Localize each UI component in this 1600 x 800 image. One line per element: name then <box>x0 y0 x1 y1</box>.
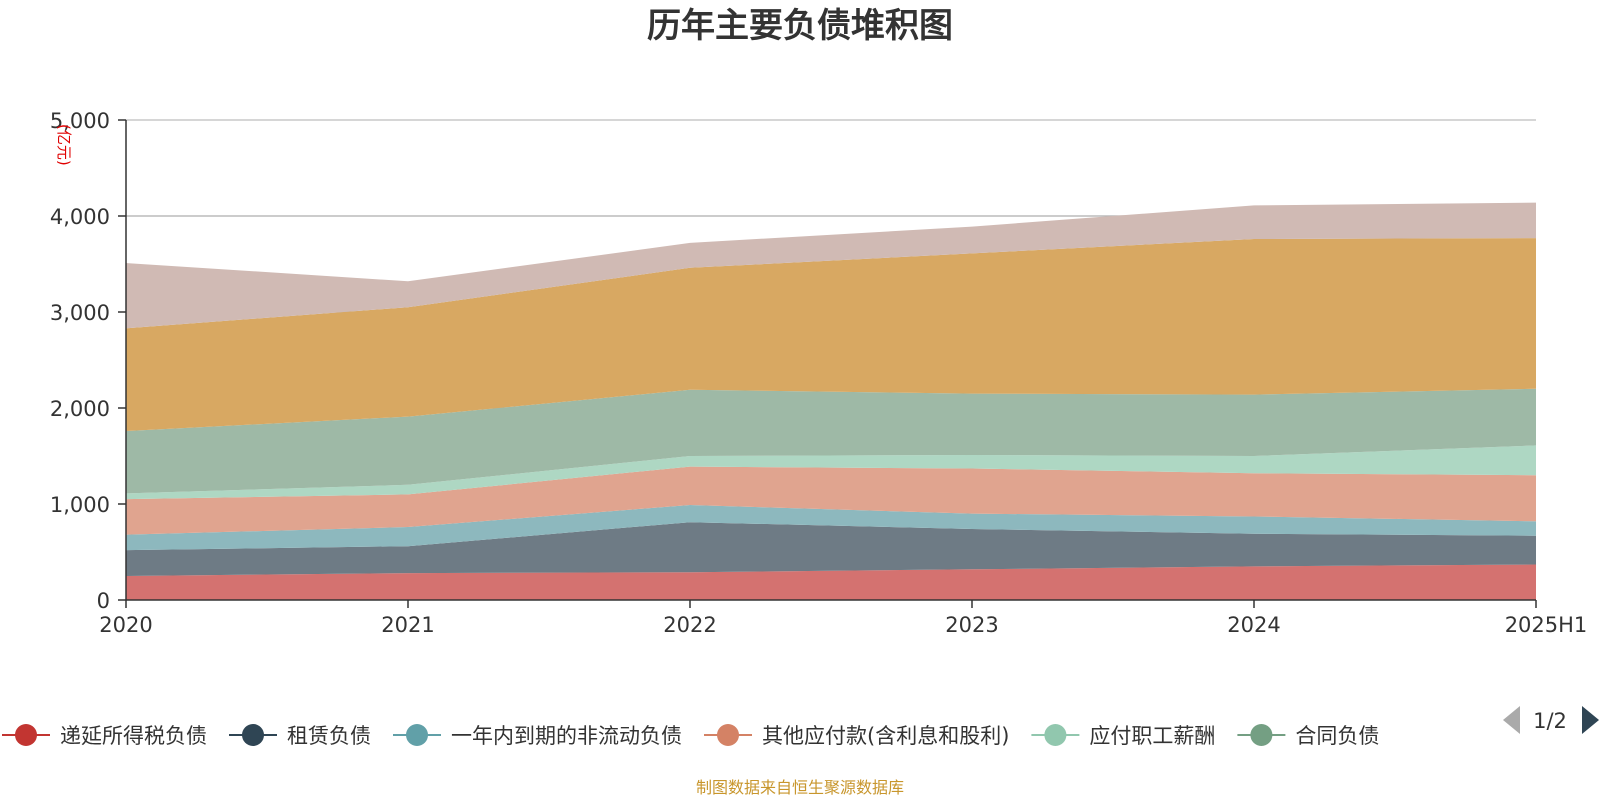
area-series-2[interactable] <box>126 522 1536 576</box>
x-tick-label: 2022 <box>663 613 716 637</box>
legend-item[interactable]: 合同负债 <box>1237 724 1379 748</box>
legend-label: 应付职工薪酬 <box>1089 724 1215 748</box>
area-series-7[interactable] <box>126 238 1536 431</box>
x-tick-label: 2024 <box>1227 613 1280 637</box>
legend-marker-icon <box>717 724 739 746</box>
legend-marker-icon <box>1044 724 1067 746</box>
y-tick-label: 3,000 <box>50 301 110 325</box>
y-axis-unit-label: (亿元) <box>55 124 73 166</box>
legend-item[interactable]: 递延所得税负债 <box>2 724 207 748</box>
legend-item[interactable]: 应付职工薪酬 <box>1031 724 1215 748</box>
legend-label: 一年内到期的非流动负债 <box>451 724 682 748</box>
y-tick-label: 1,000 <box>50 493 110 517</box>
area-series-4[interactable] <box>126 466 1536 535</box>
legend-item[interactable]: 其他应付款(含利息和股利) <box>704 724 1009 748</box>
legend-items: 递延所得税负债 租赁负债 一年内到期的非流动负债 其他应付款(含利息和股利) 应付职工薪… <box>2 724 1379 748</box>
legend-marker-icon <box>406 724 428 746</box>
legend-label: 合同负债 <box>1295 724 1379 748</box>
chart-title: 历年主要负债堆积图 <box>647 6 953 46</box>
y-tick-label: 5,000 <box>50 109 110 133</box>
area-series-group <box>126 202 1536 601</box>
legend-label: 租赁负债 <box>287 724 371 748</box>
axes: 0 1,000 2,000 3,000 4,000 5,000 2020 2021 2022 20… <box>50 109 1587 637</box>
legend-label: 递延所得税负债 <box>60 724 207 748</box>
y-tick-label: 4,000 <box>50 205 110 229</box>
legend-marker-icon <box>242 724 264 746</box>
legend-item[interactable]: 租赁负债 <box>229 724 371 748</box>
area-series-3[interactable] <box>126 505 1536 551</box>
x-tick-label: 2025H1 <box>1505 613 1588 637</box>
legend-next-arrow-icon[interactable] <box>1582 706 1599 734</box>
legend-label: 其他应付款(含利息和股利) <box>762 724 1009 748</box>
y-tick-label: 2,000 <box>50 397 110 421</box>
area-series-1[interactable] <box>126 564 1536 601</box>
legend-marker-icon <box>1250 724 1273 746</box>
legend-pager: 1/2 <box>1503 706 1599 734</box>
x-tick-label: 2023 <box>945 613 998 637</box>
legend-page-indicator: 1/2 <box>1533 709 1567 733</box>
legend: 递延所得税负债 租赁负债 一年内到期的非流动负债 其他应付款(含利息和股利) 应付职工薪… <box>2 724 1379 748</box>
x-tick-label: 2020 <box>99 613 152 637</box>
source-note: 制图数据来自恒生聚源数据库 <box>695 778 904 797</box>
legend-marker-icon <box>15 724 37 746</box>
legend-item[interactable]: 一年内到期的非流动负债 <box>393 724 682 748</box>
y-tick-label: 0 <box>97 589 110 613</box>
area-series-6[interactable] <box>126 388 1536 494</box>
area-series-8[interactable] <box>126 202 1536 329</box>
x-tick-label: 2021 <box>381 613 434 637</box>
legend-prev-arrow-icon[interactable] <box>1503 706 1520 734</box>
area-series-5[interactable] <box>126 445 1536 500</box>
